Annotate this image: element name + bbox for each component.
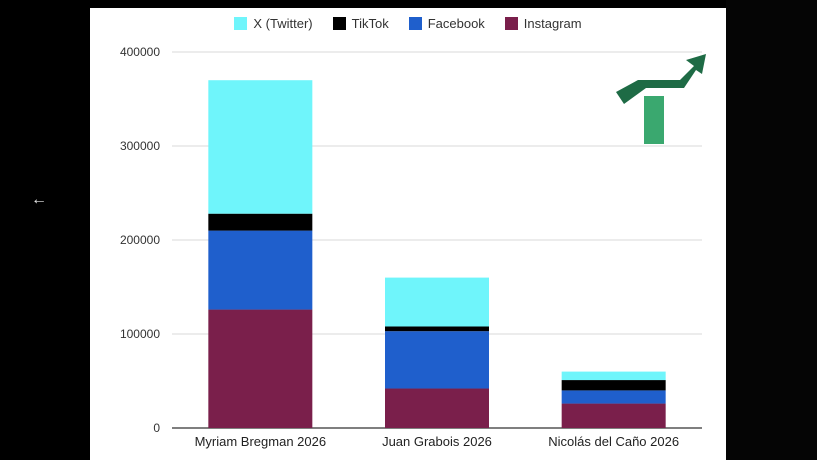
y-tick-label: 400000 [120,45,160,59]
arrow-left-icon[interactable]: ← [31,191,47,208]
bar-segment-tiktok[interactable] [385,326,489,332]
y-tick-label: 100000 [120,327,160,341]
chart-panel: X (Twitter) TikTok Facebook Instagram 0 1000… [90,8,726,460]
bar-segment-instagram[interactable] [561,403,666,428]
legend-item[interactable]: Facebook [408,15,485,31]
x-category-label: Juan Grabois 2026 [382,434,492,449]
bar-segment-x-twitter[interactable] [208,80,313,214]
legend-label: Facebook [427,15,485,31]
bar-segment-facebook[interactable] [385,331,489,389]
legend-swatch [332,16,346,30]
bar-segment-facebook[interactable] [561,390,666,404]
bar-segment-instagram[interactable] [385,388,489,428]
legend-item[interactable]: TikTok [332,15,389,31]
bar-segment-instagram[interactable] [208,309,313,428]
legend-swatch [408,16,422,30]
legend-swatch [504,16,518,30]
bar-segment-x-twitter[interactable] [385,277,489,327]
left-sidebar: ← [0,0,90,460]
legend-label: TikTok [351,15,389,31]
legend-label: Instagram [523,15,582,31]
y-tick-label: 200000 [120,233,160,247]
legend-label: X (Twitter) [253,15,313,31]
bar-segment-tiktok[interactable] [561,380,666,391]
x-category-label: Nicolás del Caño 2026 [548,434,679,449]
growth-arrow-logo-icon [616,54,706,144]
stacked-bar-chart: 0 100000 200000 300000 400000 Myriam Bregman … [120,45,706,449]
legend-swatch [234,16,248,30]
y-tick-label: 0 [153,421,160,435]
bar-segment-facebook[interactable] [208,230,313,310]
x-category-label: Myriam Bregman 2026 [195,434,327,449]
chart-legend: X (Twitter) TikTok Facebook Instagram [90,12,726,34]
legend-item[interactable]: Instagram [504,15,582,31]
legend-item[interactable]: X (Twitter) [234,15,313,31]
y-tick-label: 300000 [120,139,160,153]
bar-segment-x-twitter[interactable] [561,371,666,381]
right-blurred-panel [726,0,817,460]
bar-segment-tiktok[interactable] [208,213,313,231]
